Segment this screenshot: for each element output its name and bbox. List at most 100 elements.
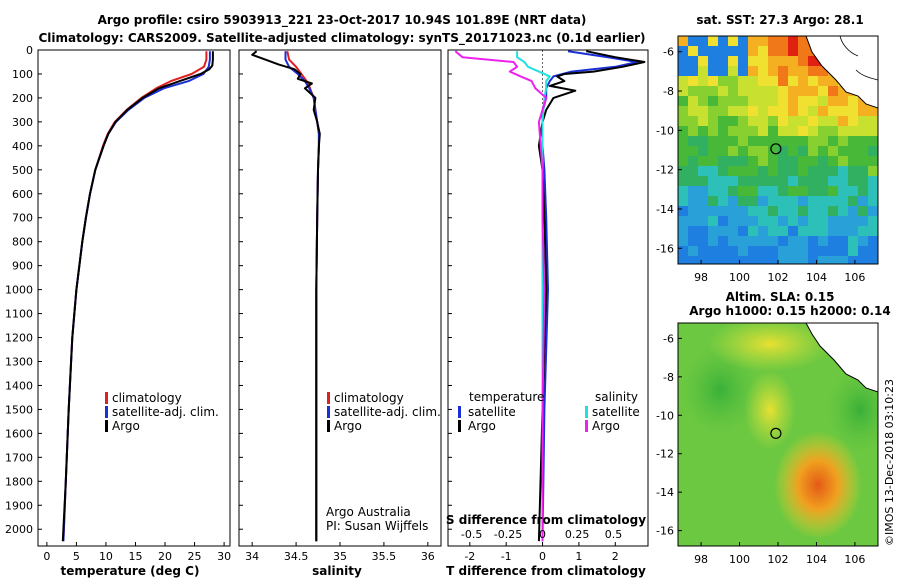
sst-cell xyxy=(848,96,858,106)
lon-tick-label: 106 xyxy=(844,271,865,284)
sst-cell xyxy=(708,106,718,116)
sla-map-subtitle: Argo h1000: 0.15 h2000: 0.14 xyxy=(689,304,890,318)
s-diff-tick-label: 0.5 xyxy=(605,528,623,541)
sst-cell xyxy=(708,236,718,246)
sst-cell xyxy=(758,256,768,264)
sst-cell xyxy=(768,76,778,86)
sst-cell xyxy=(858,246,868,256)
sst-cell xyxy=(728,226,738,236)
sst-cell xyxy=(838,156,848,166)
sst-cell xyxy=(828,96,838,106)
sla-high-south xyxy=(774,431,862,539)
sst-cell xyxy=(758,176,768,186)
sst-cell xyxy=(768,96,778,106)
sst-cell xyxy=(848,236,858,246)
sst-cell xyxy=(728,146,738,156)
sst-cell xyxy=(798,126,808,136)
sst-map-cells xyxy=(678,36,878,264)
sst-cell xyxy=(848,256,858,264)
sst-cell xyxy=(808,156,818,166)
sst-cell xyxy=(778,186,788,196)
sst-cell xyxy=(838,96,848,106)
depth-tick-label: 1600 xyxy=(5,427,33,440)
sst-cell xyxy=(828,216,838,226)
sst-cell xyxy=(808,216,818,226)
sst-cell xyxy=(858,166,868,176)
sla-map-axes: 98 100 102 104 106 -6 -8 -10 -12 -14 -16 xyxy=(656,332,865,566)
sst-cell xyxy=(788,156,798,166)
sst-cell xyxy=(748,176,758,186)
sst-cell xyxy=(708,96,718,106)
sst-cell xyxy=(868,116,878,126)
sst-cell xyxy=(868,146,878,156)
legend-swatch-s-satellite xyxy=(585,406,588,418)
sst-cell xyxy=(868,236,878,246)
sst-cell xyxy=(748,236,758,246)
sst-cell xyxy=(798,116,808,126)
sst-cell xyxy=(838,106,848,116)
sst-cell xyxy=(728,246,738,256)
lat-tick-label: -14 xyxy=(656,486,674,499)
sst-cell xyxy=(868,136,878,146)
sst-cell xyxy=(838,236,848,246)
sst-cell xyxy=(758,236,768,246)
sst-cell xyxy=(738,216,748,226)
salinity-legend: climatology satellite-adj. clim. Argo xyxy=(327,391,441,433)
sst-cell xyxy=(838,256,848,264)
sst-cell xyxy=(678,36,688,46)
sst-cell xyxy=(718,206,728,216)
sst-land-coast xyxy=(839,36,878,81)
sst-cell xyxy=(838,246,848,256)
sst-cell xyxy=(748,106,758,116)
sst-cell xyxy=(858,216,868,226)
main-title-line2: Climatology: CARS2009. Satellite-adjuste… xyxy=(38,31,645,46)
sst-cell xyxy=(778,86,788,96)
sst-cell xyxy=(758,146,768,156)
sst-cell xyxy=(758,246,768,256)
sst-cell xyxy=(828,176,838,186)
lat-tick-label: -12 xyxy=(656,448,674,461)
sst-cell xyxy=(808,126,818,136)
depth-tick-label: 1500 xyxy=(5,403,33,416)
sst-cell xyxy=(798,196,808,206)
sst-cell xyxy=(858,206,868,216)
legend-swatch-argo xyxy=(327,420,330,432)
sst-cell xyxy=(838,196,848,206)
sst-cell xyxy=(798,176,808,186)
sst-cell xyxy=(718,216,728,226)
sst-cell xyxy=(808,226,818,236)
lat-tick-label: -16 xyxy=(656,525,674,538)
sst-cell xyxy=(848,166,858,176)
difference-plot xyxy=(454,50,646,546)
sst-cell xyxy=(718,246,728,256)
panel-axes: 0 5 10 15 20 25 30 34 34.5 35 35.5 36 -2 -1 0 1 2 -0.5 -0.… xyxy=(43,49,623,563)
sst-cell xyxy=(748,196,758,206)
sst-cell xyxy=(698,176,708,186)
sst-cell xyxy=(828,76,838,86)
sst-cell xyxy=(828,236,838,246)
sst-map-axes: 98 100 102 104 106 -6 -8 -10 -12 -14 -16 xyxy=(656,46,865,284)
sst-cell xyxy=(778,136,788,146)
lon-tick-label: 104 xyxy=(806,553,827,566)
sst-cell xyxy=(848,156,858,166)
sst-cell xyxy=(748,146,758,156)
x-tick-label: 34.5 xyxy=(284,550,309,563)
sst-cell xyxy=(698,196,708,206)
legend-label-satellite-adj: satellite-adj. clim. xyxy=(334,405,441,419)
sst-cell xyxy=(678,126,688,136)
x-tick-label: 2 xyxy=(612,550,619,563)
sst-cell xyxy=(868,216,878,226)
legend-title-salinity: salinity xyxy=(595,390,638,404)
depth-axis: 0 100 200 300 400 500 600 700 800 900 1000 1100 1200… xyxy=(5,44,42,536)
sst-cell xyxy=(798,236,808,246)
x-tick-label: 35.5 xyxy=(372,550,397,563)
sst-cell xyxy=(828,126,838,136)
depth-tick-label: 200 xyxy=(12,92,33,105)
depth-tick-label: 1300 xyxy=(5,355,33,368)
sst-cell xyxy=(728,256,738,264)
sst-cell xyxy=(798,256,808,264)
argo-position-marker-sla xyxy=(770,427,782,439)
sst-cell xyxy=(828,116,838,126)
sst-cell xyxy=(788,216,798,226)
sst-cell xyxy=(748,246,758,256)
